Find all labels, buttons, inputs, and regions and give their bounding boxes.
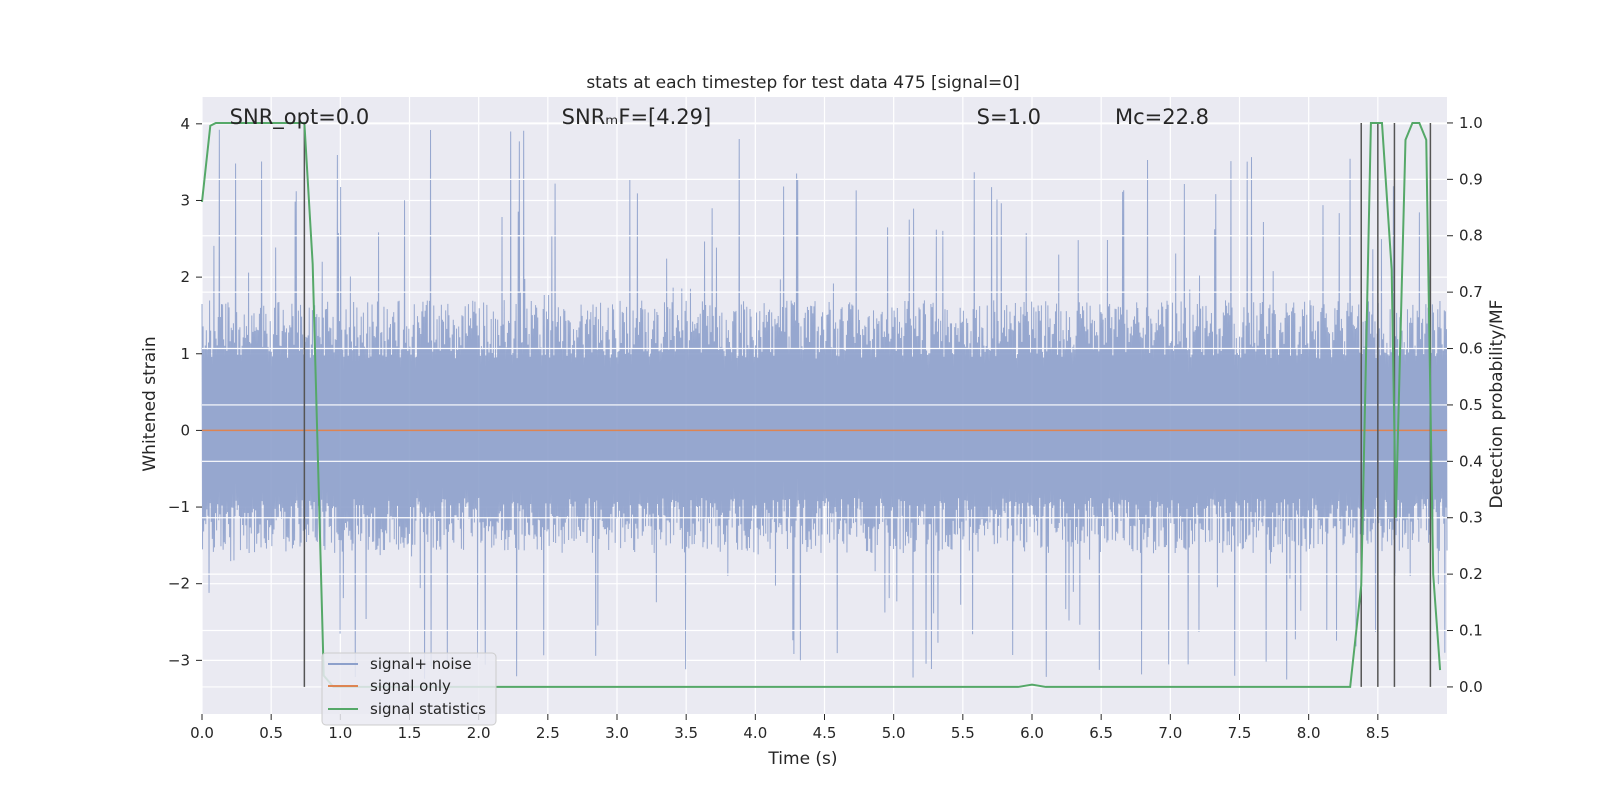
grid-y2 [202, 122, 1447, 688]
x-tick-label: 8.5 [1366, 724, 1390, 742]
x-tick-label: 0.5 [259, 724, 283, 742]
x-tick-label: 1.5 [398, 724, 422, 742]
annotation-mc-value: Mᴄ=22.8 [1115, 105, 1209, 129]
x-tick-label: 2.5 [536, 724, 560, 742]
x-tick-label: 7.0 [1158, 724, 1182, 742]
y2-tick-label: 0.5 [1459, 396, 1483, 414]
noise-line [201, 129, 1448, 680]
x-tick-label: 6.0 [1020, 724, 1044, 742]
x-tick-label: 6.5 [1089, 724, 1113, 742]
chart-title: stats at each timestep for test data 475… [586, 73, 1019, 93]
x-tick-label: 3.0 [605, 724, 629, 742]
y2-tick-label: 0.2 [1459, 565, 1483, 583]
y2-axis-ticks: 0.0 0.1 0.2 0.3 0.4 0.5 0.6 0.7 0.8 0.9 1.0 [1447, 114, 1483, 696]
annotations: SNR_opt=0.0 SNRₘF=[4.29] S=1.0 Mᴄ=22.8 [230, 105, 1209, 130]
y-tick-label: 2 [180, 268, 190, 286]
x-tick-label: 5.0 [882, 724, 906, 742]
x-tick-label: 8.0 [1297, 724, 1321, 742]
y2-tick-label: 0.1 [1459, 622, 1483, 640]
annotation-snr-mf: SNRₘF=[4.29] [562, 105, 712, 129]
y-tick-label: 1 [180, 345, 190, 363]
annotation-s-value: S=1.0 [977, 105, 1041, 129]
y2-tick-label: 0.7 [1459, 283, 1483, 301]
y-tick-label: 3 [180, 191, 190, 209]
x-tick-label: 2.0 [467, 724, 491, 742]
x-tick-label: 4.5 [813, 724, 837, 742]
x-axis-label: Time (s) [767, 749, 837, 769]
signal-statistics-line [201, 121, 1442, 688]
y2-tick-label: 0.6 [1459, 340, 1483, 358]
annotation-snr-opt: SNR_opt=0.0 [230, 105, 370, 130]
y2-tick-label: 1.0 [1459, 114, 1483, 132]
y-axis-ticks: −3 −2 −1 0 1 2 3 4 [168, 115, 202, 669]
x-tick-label: 7.5 [1228, 724, 1252, 742]
x-tick-label: 4.0 [743, 724, 767, 742]
legend-label-signal: signal only [370, 677, 451, 695]
legend-label-noise: signal+ noise [370, 655, 472, 673]
series-signal-noise [201, 129, 1448, 680]
y-axis-label: Whitened strain [140, 336, 160, 471]
y2-tick-label: 0.8 [1459, 227, 1483, 245]
y2-tick-label: 0.3 [1459, 509, 1483, 527]
y-tick-label: −2 [168, 575, 190, 593]
y2-tick-label: 0.9 [1459, 170, 1483, 188]
y-tick-label: −3 [168, 651, 190, 669]
y-tick-label: 0 [180, 421, 190, 439]
legend-box [321, 652, 497, 726]
y-tick-label: −1 [168, 498, 190, 516]
y2-axis-label: Detection probability/MF [1487, 300, 1507, 509]
y2-tick-label: 0.0 [1459, 678, 1483, 696]
y2-tick-label: 0.4 [1459, 452, 1483, 470]
series-signal-statistics [201, 121, 1442, 688]
x-tick-label: 1.0 [328, 724, 352, 742]
x-tick-label: 0.0 [190, 724, 214, 742]
y-tick-label: 4 [180, 115, 190, 133]
x-tick-label: 3.5 [674, 724, 698, 742]
x-tick-label: 5.5 [951, 724, 975, 742]
legend: signal+ noise signal only signal statist… [321, 652, 497, 726]
legend-label-statistics: signal statistics [370, 700, 486, 718]
x-axis-ticks: 0.0 0.5 1.0 1.5 2.0 2.5 3.0 3.5 4.0 4.5 5.0 5.5 6.0 6… [190, 714, 1390, 742]
